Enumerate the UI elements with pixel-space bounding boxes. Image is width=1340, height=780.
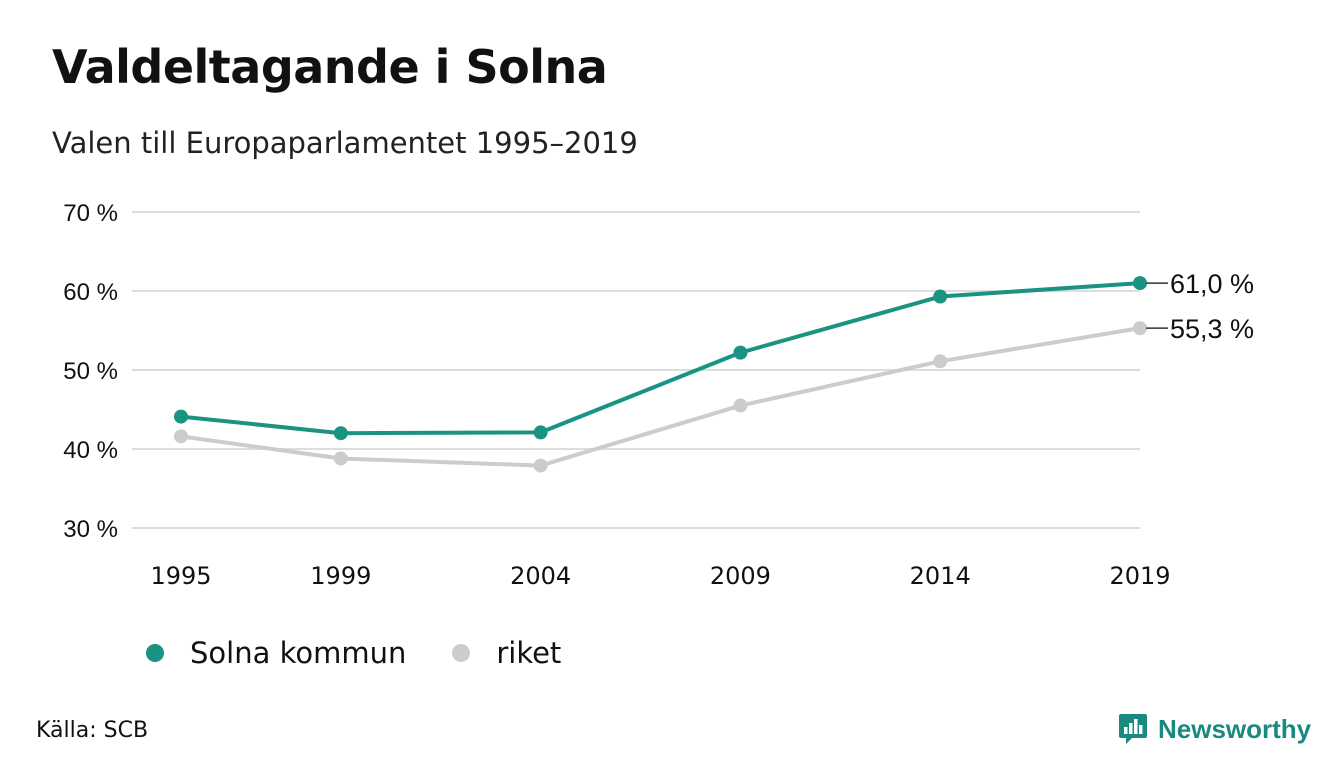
legend: Solna kommun riket: [146, 636, 607, 670]
y-tick-label: 40 %: [63, 437, 118, 464]
data-point-riket[interactable]: [733, 398, 748, 413]
data-point-riket[interactable]: [333, 451, 348, 466]
end-label-riket: 55,3 %: [1170, 314, 1254, 344]
data-point-riket[interactable]: [174, 429, 188, 444]
brand-name: Newsworthy: [1158, 713, 1312, 744]
legend-label-riket: riket: [496, 636, 562, 670]
legend-marker-riket: [452, 644, 471, 662]
data-point-solna-kommun[interactable]: [174, 409, 188, 424]
end-labels: 55,3 % 61,0 %: [1146, 269, 1254, 344]
newsworthy-logo-icon: [1119, 714, 1147, 744]
y-tick-label: 50 %: [63, 358, 118, 385]
gridlines: [132, 211, 1140, 529]
legend-label-solna: Solna kommun: [190, 636, 407, 670]
legend-item-riket[interactable]: riket: [452, 636, 561, 670]
y-tick-label: 30 %: [63, 516, 118, 543]
series-line-riket: [179, 326, 1142, 468]
x-tick-label: 1995: [150, 562, 211, 590]
data-point-riket[interactable]: [933, 354, 948, 369]
data-point-riket[interactable]: [1133, 321, 1147, 336]
y-axis-tick-labels: 30 % 40 % 50 % 60 % 70 %: [63, 200, 118, 543]
brand-logo[interactable]: Newsworthy: [1118, 712, 1311, 746]
data-point-solna-kommun[interactable]: [533, 425, 548, 440]
x-tick-label: 2004: [510, 562, 571, 590]
y-tick-label: 60 %: [63, 279, 118, 306]
data-point-solna-kommun[interactable]: [1133, 276, 1147, 291]
data-point-solna-kommun[interactable]: [733, 345, 748, 360]
series-line-solna-kommun: [179, 281, 1142, 436]
x-tick-label: 1999: [310, 562, 371, 590]
x-tick-label: 2019: [1109, 562, 1170, 590]
chart-title: Valdeltagande i Solna: [52, 40, 608, 94]
y-tick-label: 70 %: [63, 200, 118, 227]
data-point-riket[interactable]: [533, 458, 548, 473]
x-tick-label: 2014: [910, 562, 971, 590]
legend-marker-solna: [146, 644, 164, 662]
end-label-solna-kommun: 61,0 %: [1170, 269, 1254, 299]
x-axis-tick-labels: 1995 1999 2004 2009 2014 2019: [150, 562, 1170, 590]
data-point-solna-kommun[interactable]: [333, 426, 348, 441]
chart-subtitle: Valen till Europaparlamentet 1995–2019: [52, 126, 638, 160]
data-point-solna-kommun[interactable]: [933, 289, 948, 304]
legend-item-solna[interactable]: Solna kommun: [146, 636, 406, 670]
source-note: Källa: SCB: [36, 718, 149, 743]
x-tick-label: 2009: [710, 562, 771, 590]
series-group: [174, 276, 1147, 473]
